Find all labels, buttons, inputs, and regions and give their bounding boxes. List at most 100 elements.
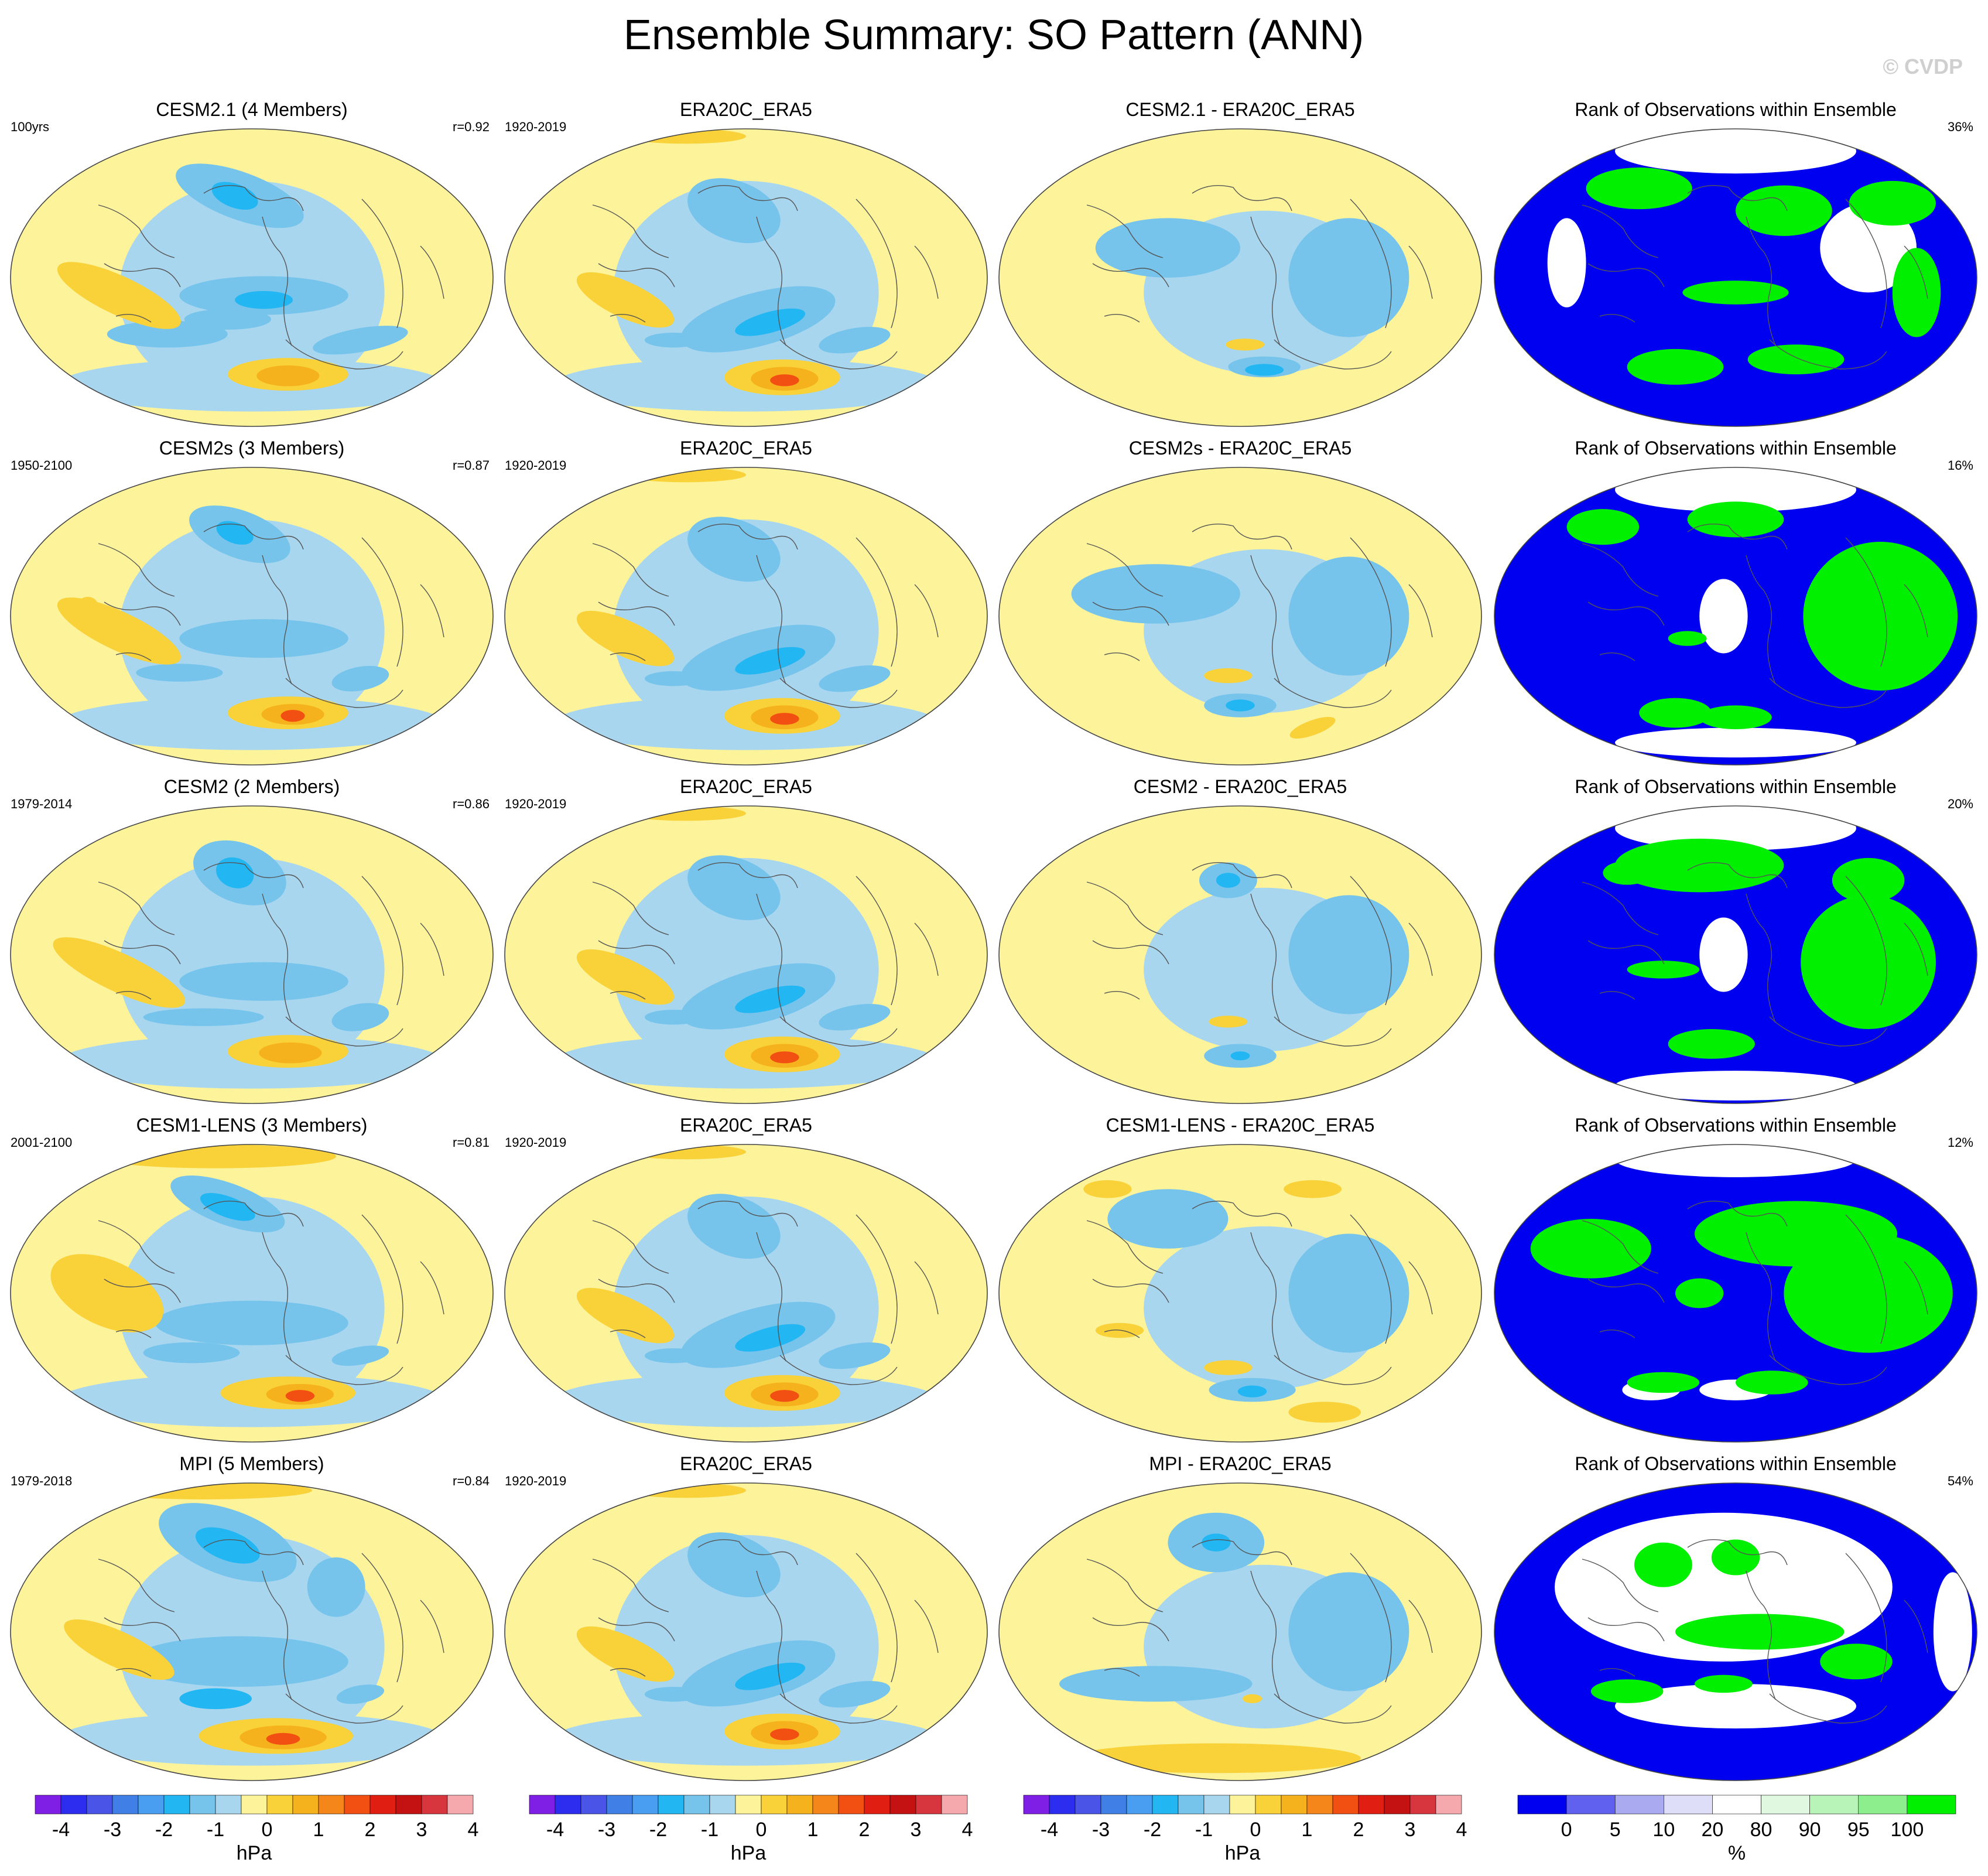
map-outline bbox=[10, 1144, 494, 1443]
contour-region bbox=[819, 1342, 891, 1369]
contour-region bbox=[179, 962, 348, 1001]
colorbar-box bbox=[1281, 1795, 1308, 1815]
panel-diff-row-3: CESM2 - ERA20C_ERA5 bbox=[998, 776, 1482, 1104]
contour-region bbox=[1849, 180, 1936, 226]
coastline bbox=[1687, 1539, 1788, 1566]
contour-region bbox=[735, 1662, 806, 1690]
colorbar-box bbox=[658, 1795, 685, 1815]
coastline bbox=[1599, 652, 1635, 661]
contour-region bbox=[613, 857, 879, 1081]
contour-region bbox=[53, 937, 186, 1008]
map-field bbox=[1494, 129, 1977, 426]
rank-percent-label: 54% bbox=[1948, 1474, 1973, 1488]
coastline bbox=[1274, 1693, 1392, 1724]
colorbar-box bbox=[447, 1795, 474, 1815]
colorbar-tick-label: 1 bbox=[807, 1819, 819, 1841]
contour-region bbox=[1245, 364, 1284, 376]
model-panel-title: CESM1-LENS (3 Members) bbox=[136, 1115, 368, 1136]
coastline bbox=[1104, 652, 1140, 661]
colorbar-box bbox=[1566, 1795, 1616, 1815]
map-field bbox=[505, 467, 987, 765]
coastline bbox=[1687, 523, 1788, 550]
coastline bbox=[598, 1617, 675, 1642]
coastline bbox=[1408, 584, 1433, 638]
contour-region bbox=[1288, 218, 1409, 337]
contour-region bbox=[1615, 1071, 1856, 1101]
coastline bbox=[1582, 204, 1659, 258]
contour-region bbox=[200, 1192, 255, 1221]
coastline bbox=[115, 990, 152, 1000]
map-field bbox=[1494, 1144, 1977, 1442]
contour-region bbox=[625, 1483, 746, 1498]
map-field bbox=[999, 129, 1481, 426]
contour-region bbox=[1747, 344, 1845, 375]
colorbar-unit: hPa bbox=[237, 1842, 272, 1864]
coastline bbox=[361, 1214, 403, 1344]
coastline bbox=[856, 876, 898, 1006]
map-field bbox=[11, 129, 493, 426]
coastline bbox=[1599, 1329, 1635, 1338]
colorbar-box bbox=[632, 1795, 659, 1815]
contour-region bbox=[1209, 1016, 1248, 1028]
coastline bbox=[779, 678, 898, 708]
coastline bbox=[1350, 199, 1392, 329]
colorbar-box bbox=[241, 1795, 268, 1815]
coastline bbox=[610, 652, 646, 661]
coastline bbox=[914, 1600, 939, 1653]
diff-panel-title: CESM2.1 - ERA20C_ERA5 bbox=[1125, 99, 1354, 120]
coastline bbox=[1587, 1617, 1665, 1642]
rank-percent-label: 36% bbox=[1948, 119, 1973, 134]
coastline bbox=[1408, 1600, 1433, 1653]
colorbar-box bbox=[1229, 1795, 1256, 1815]
map-outline bbox=[1494, 1144, 1977, 1443]
coastline bbox=[1582, 543, 1659, 597]
contour-region bbox=[1107, 1189, 1229, 1249]
map-field bbox=[999, 1144, 1481, 1442]
colorbar-box bbox=[86, 1795, 113, 1815]
contour-region bbox=[687, 855, 781, 921]
contour-region bbox=[735, 308, 806, 336]
coastline bbox=[779, 1355, 898, 1385]
coastline bbox=[420, 1600, 444, 1653]
colorbar-box bbox=[1049, 1795, 1076, 1815]
colorbar-2: -4 -3 -2 -1 0 1 2 3 4 hPa bbox=[529, 1795, 973, 1864]
colorbar-box bbox=[1100, 1795, 1127, 1815]
contour-region bbox=[1784, 1233, 1953, 1353]
obs-panel-title: ERA20C_ERA5 bbox=[680, 1115, 812, 1136]
coastline bbox=[1587, 263, 1665, 288]
map-outline bbox=[504, 1482, 988, 1781]
map-field bbox=[1494, 1483, 1977, 1781]
colorbar-box bbox=[941, 1795, 968, 1815]
coastline bbox=[1086, 1559, 1164, 1612]
coastline bbox=[285, 339, 403, 370]
colorbar-box bbox=[1435, 1795, 1462, 1815]
contour-region bbox=[235, 291, 293, 309]
contour-region bbox=[1204, 1360, 1253, 1375]
colorbar-box bbox=[163, 1795, 190, 1815]
coastline bbox=[262, 216, 292, 346]
coastline bbox=[1769, 678, 1887, 708]
coastline bbox=[914, 584, 939, 638]
rank-panel-title: Rank of Observations within Ensemble bbox=[1575, 1453, 1897, 1474]
contour-region bbox=[1699, 917, 1748, 992]
rank-panel-title: Rank of Observations within Ensemble bbox=[1575, 1115, 1897, 1136]
contour-region bbox=[266, 1733, 300, 1745]
coastline bbox=[1769, 339, 1887, 370]
pattern-correlation-label: r=0.84 bbox=[453, 1474, 490, 1488]
contour-region bbox=[625, 806, 746, 821]
pattern-correlation-label: r=0.81 bbox=[453, 1135, 490, 1150]
coastline bbox=[1599, 1667, 1635, 1677]
contour-region bbox=[1216, 873, 1240, 888]
contour-region bbox=[613, 180, 879, 404]
contour-region bbox=[613, 519, 879, 743]
contour-region bbox=[336, 1684, 385, 1704]
coastline bbox=[1274, 1355, 1392, 1385]
colorbar-tick-label: -1 bbox=[701, 1819, 718, 1841]
coastline bbox=[1350, 537, 1392, 667]
contour-region bbox=[331, 665, 389, 692]
contour-region bbox=[1095, 218, 1240, 278]
coastline bbox=[592, 204, 669, 258]
coastline bbox=[1250, 555, 1281, 685]
contour-region bbox=[1634, 1542, 1692, 1587]
contour-region bbox=[1530, 1219, 1651, 1279]
